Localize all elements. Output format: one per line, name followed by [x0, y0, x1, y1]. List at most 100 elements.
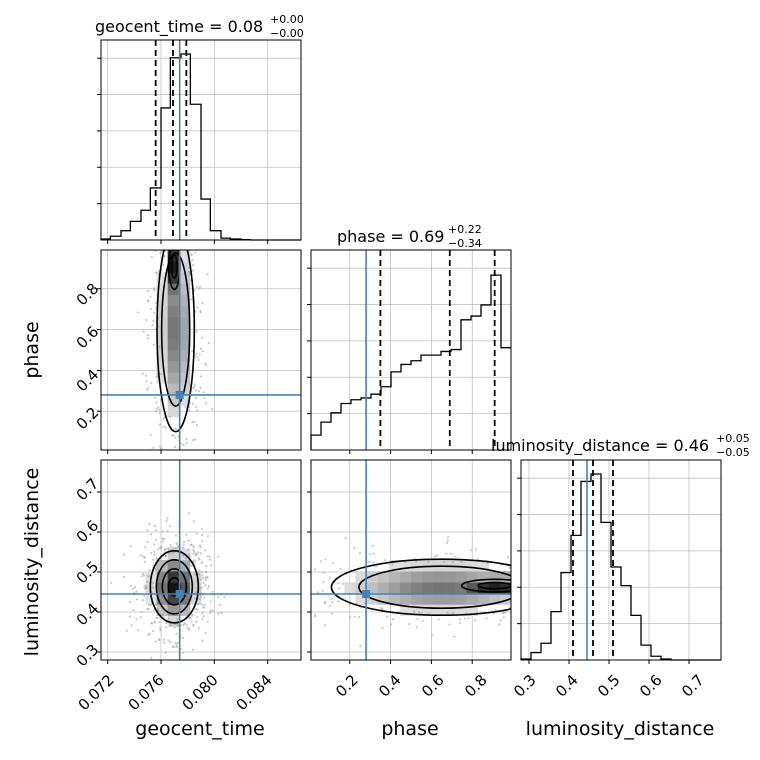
panel-phase-luminosity-distance-point-288 [476, 557, 479, 561]
panel-phase-luminosity-distance-point-297 [538, 578, 540, 580]
panel-geocent-time-luminosity-distance-point-211 [217, 612, 220, 615]
panel-geocent-time-phase-point-68 [202, 391, 205, 394]
panel-geocent-time-luminosity-distance-point-269 [154, 640, 157, 643]
panel-geocent-time-luminosity-distance-point-241 [159, 626, 162, 630]
panel-phase-luminosity-distance-point-384 [390, 623, 393, 626]
panel-geocent-time-luminosity-distance-point-622 [133, 586, 137, 589]
panel-phase-luminosity-distance-point-667 [473, 619, 476, 622]
panel-geocent-time-luminosity-distance-point-492 [205, 565, 208, 568]
panel-phase-luminosity-distance-density-6-6 [377, 582, 390, 594]
panel-geocent-time-phase-point-261 [195, 330, 198, 333]
panel-phase-luminosity-distance-point-397 [543, 546, 545, 548]
panel-geocent-time-luminosity-distance-point-487 [207, 584, 211, 588]
panel-geocent-time-luminosity-distance-point-690 [142, 574, 146, 577]
panel-geocent-time-luminosity-distance-point-150 [164, 651, 167, 654]
panel-phase-luminosity-distance-point-329 [565, 567, 567, 569]
panel-phase-luminosity-distance-density-10-7 [422, 571, 434, 583]
panel-phase-luminosity-distance-point-689 [434, 555, 437, 558]
panel-geocent-time-luminosity-distance-point-483 [152, 608, 155, 611]
panel-phase-luminosity-distance-point-418 [537, 576, 539, 578]
panel-geocent-time-luminosity-distance-point-495 [196, 616, 199, 619]
panel-geocent-time-luminosity-distance-point-141 [201, 577, 205, 580]
panel-geocent-time-phase-point-66 [187, 242, 189, 244]
panel-geocent-time-luminosity-distance-point-103 [217, 555, 220, 558]
panel-geocent-time-luminosity-distance-point-196 [149, 603, 153, 607]
panel-phase-luminosity-distance-point-243 [262, 579, 264, 581]
panel-geocent-time-luminosity-distance-point-135 [146, 529, 149, 532]
panel-geocent-time-luminosity-distance-point-564 [204, 549, 207, 552]
panel-geocent-time-luminosity-distance-point-602 [209, 600, 212, 603]
panel-phase-luminosity-distance-point-251 [381, 626, 384, 630]
panel-geocent-time-luminosity-distance-point-432 [201, 539, 204, 543]
hist-phase-bar-10 [411, 361, 421, 450]
panel-phase-luminosity-distance-density-15-8 [477, 560, 490, 572]
panel-geocent-time-luminosity-distance-point-516 [210, 564, 213, 567]
panel-geocent-time-luminosity-distance-point-693 [176, 618, 179, 621]
panel-geocent-time-phase-point-551 [194, 396, 197, 399]
panel-geocent-time-luminosity-distance-contour-1 [155, 558, 194, 615]
panel-geocent-time-luminosity-distance-point-384 [166, 517, 169, 520]
title-geocent-time: geocent_time = 0.08 [95, 17, 263, 37]
panel-geocent-time-phase-point-356 [191, 439, 194, 442]
panel-geocent-time-phase-point-241 [182, 443, 185, 446]
panel-geocent-time-phase-point-563 [152, 446, 155, 449]
panel-phase-luminosity-distance-point-67 [499, 619, 502, 622]
panel-phase-luminosity-distance-density-7-8 [388, 560, 401, 572]
panel-geocent-time-phase-density-7-11 [178, 316, 191, 329]
panel-geocent-time-phase-point-630 [192, 386, 195, 390]
hist-phase-bar-7 [381, 387, 391, 450]
hist-luminosity-distance-bar-4 [561, 573, 571, 660]
panel-phase-luminosity-distance-point-195 [449, 552, 452, 555]
panel-geocent-time-luminosity-distance-point-541 [185, 623, 188, 626]
panel-geocent-time-luminosity-distance-point-685 [174, 534, 178, 537]
panel-geocent-time-phase-point-331 [193, 438, 197, 441]
panel-phase-luminosity-distance-point-202 [417, 611, 421, 614]
panel-geocent-time-phase-density-6-7 [167, 361, 180, 373]
panel-phase-luminosity-distance-density-10-6 [422, 582, 434, 594]
panel-geocent-time-phase-point-253 [158, 412, 161, 415]
panel-geocent-time-phase-point-272 [198, 287, 201, 290]
panel-phase-luminosity-distance-point-106 [467, 617, 470, 620]
panel-phase-luminosity-distance-contour-1 [358, 565, 511, 609]
panel-geocent-time-phase-truth-marker [175, 390, 184, 399]
panel-phase-luminosity-distance-point-4 [368, 561, 371, 564]
panel-geocent-time-luminosity-distance-point-515 [187, 628, 190, 631]
panel-geocent-time-luminosity-distance-point-599 [175, 644, 178, 647]
panel-geocent-time-phase-point-647 [193, 420, 196, 423]
title-luminosity-distance: luminosity_distance = 0.46 [491, 436, 709, 456]
panel-phase-luminosity-distance-point-295 [380, 606, 383, 609]
tick-label-phase-x-2: 0.6 [418, 671, 448, 701]
panel-phase-luminosity-distance-point-130 [357, 615, 361, 619]
panel-geocent-time-phase-point-674 [185, 441, 188, 445]
panel-phase-luminosity-distance-density-16-7 [488, 571, 501, 583]
panel-geocent-time-luminosity-distance-point-290 [176, 641, 179, 645]
panel-geocent-time-phase-point-17 [150, 381, 153, 385]
panel-geocent-time-luminosity-distance-point-699 [129, 545, 133, 548]
panel-geocent-time-phase-point-82 [162, 417, 165, 420]
hist-phase-bar-9 [401, 364, 411, 450]
panel-phase-luminosity-distance-point-576 [255, 581, 257, 583]
panel-phase-luminosity-distance-point-0 [277, 588, 279, 590]
panel-phase-luminosity-distance-point-303 [298, 621, 300, 623]
panel-geocent-time-luminosity-distance-truth-marker [175, 590, 184, 598]
panel-geocent-time-luminosity-distance-point-202 [110, 581, 113, 584]
panel-geocent-time-luminosity-distance-point-81 [186, 626, 189, 629]
panel-phase-luminosity-distance-point-341 [372, 561, 375, 564]
panel-phase-luminosity-distance-density-5-6 [366, 582, 378, 594]
panel-geocent-time-phase-point-287 [147, 334, 150, 337]
tick-label-phase-y-3: 0.8 [73, 280, 103, 310]
panel-geocent-time-luminosity-distance-point-573 [146, 580, 149, 583]
panel-geocent-time-luminosity-distance-point-256 [155, 564, 158, 567]
hist-geocent-time-bar-10 [201, 199, 210, 240]
panel-geocent-time-luminosity-distance-point-109 [151, 586, 154, 589]
panel-geocent-time-phase-point-407 [183, 247, 185, 249]
panel-geocent-time-phase-point-535 [158, 445, 162, 448]
panel-phase-luminosity-distance-density-13-6 [455, 582, 467, 594]
panel-geocent-time-luminosity-distance-point-497 [199, 546, 202, 549]
panel-geocent-time-phase-point-663 [169, 487, 171, 489]
panel-geocent-time-phase-point-637 [187, 271, 190, 274]
panel-geocent-time-luminosity-distance-point-660 [204, 577, 207, 580]
panel-geocent-time-luminosity-distance-point-565 [171, 546, 174, 549]
panel-phase-luminosity-distance-point-324 [259, 586, 261, 588]
panel-phase-luminosity-distance-point-144 [244, 582, 246, 584]
